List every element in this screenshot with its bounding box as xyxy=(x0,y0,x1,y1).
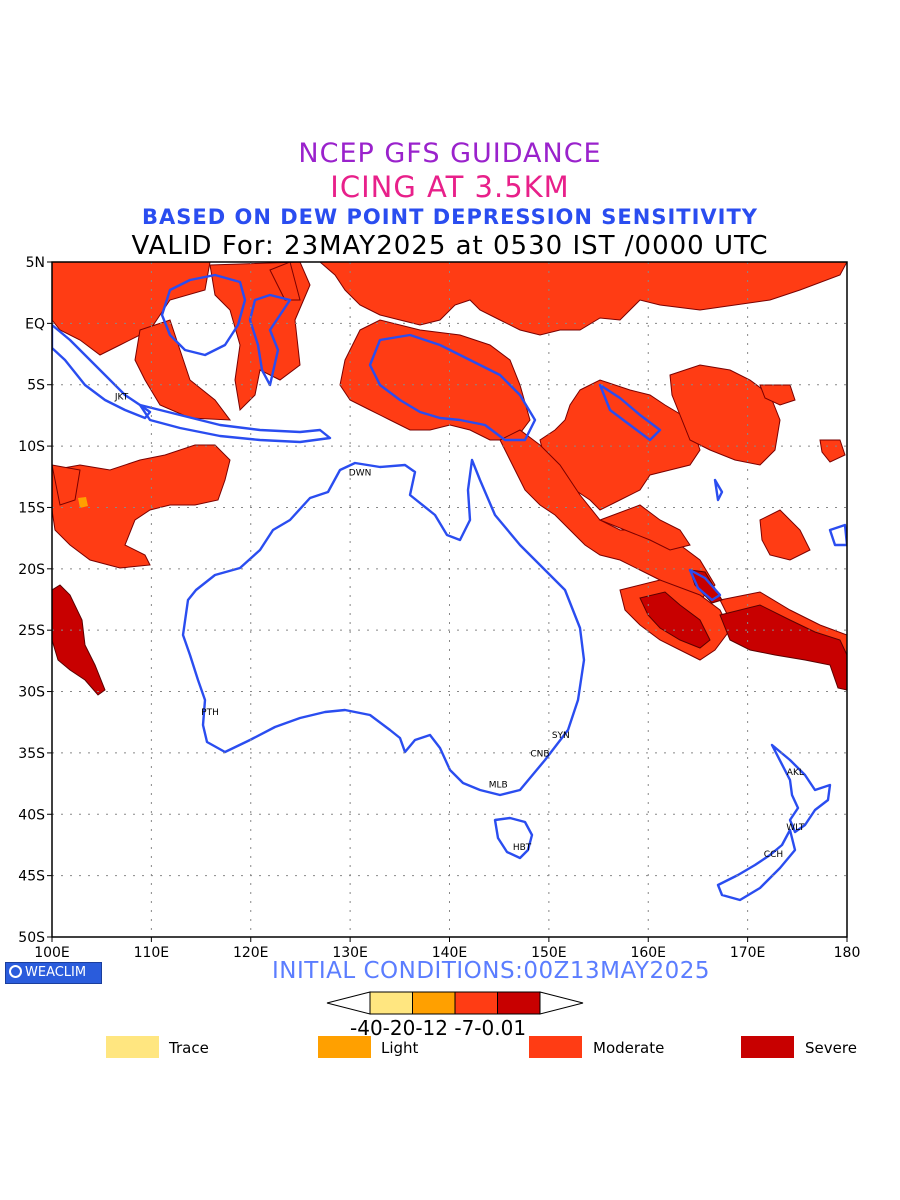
lat-tick-label: 35S xyxy=(18,746,45,762)
station-label-akl: AKL xyxy=(787,768,804,778)
station-label-dwn: DWN xyxy=(349,469,372,479)
station-label-syn: SYN xyxy=(552,731,570,741)
station-label-cnb: CNB xyxy=(530,750,549,760)
colorbar xyxy=(326,991,584,1015)
legend-label-light: Light xyxy=(381,1039,419,1057)
legend-swatch-trace xyxy=(106,1036,159,1058)
title-method: BASED ON DEW POINT DEPRESSION SENSITIVIT… xyxy=(142,205,758,229)
initial-conditions: INITIAL CONDITIONS:00Z13MAY2025 xyxy=(272,958,710,984)
legend-label-severe: Severe xyxy=(805,1039,857,1057)
lon-tick-label: 120E xyxy=(233,945,269,961)
icing-light-areas xyxy=(78,497,88,508)
lon-tick-label: 140E xyxy=(432,945,468,961)
lat-tick-label: 20S xyxy=(18,562,45,578)
lat-tick-label: 45S xyxy=(18,869,45,885)
graticule xyxy=(52,262,847,937)
lat-tick-label: 50S xyxy=(18,930,45,946)
lon-tick-label: 100E xyxy=(34,945,70,961)
title-source: NCEP GFS GUIDANCE xyxy=(298,138,602,169)
legend-label-trace: Trace xyxy=(169,1039,209,1057)
colorbar-segment xyxy=(454,991,498,1015)
icing-severe-areas xyxy=(52,569,847,696)
lon-tick-label: 160E xyxy=(630,945,666,961)
station-label-mlb: MLB xyxy=(489,780,508,790)
legend-swatch-moderate xyxy=(529,1036,582,1058)
lat-tick-label: 30S xyxy=(18,685,45,701)
legend-label-moderate: Moderate xyxy=(593,1039,665,1057)
station-label-pth: PTH xyxy=(201,708,219,718)
lat-tick-label: EQ xyxy=(25,316,45,332)
lat-tick-label: 5S xyxy=(27,378,45,394)
map-axes: 100E 110E 120E 130E 140E 150E 160E 170E 180 5N EQ 5… xyxy=(18,255,860,961)
station-label-jkt: JKT xyxy=(114,392,129,402)
legend-swatch-severe xyxy=(741,1036,794,1058)
colorbar-left-arrow xyxy=(326,991,371,1015)
lat-tick-label: 25S xyxy=(18,623,45,639)
coastlines xyxy=(52,273,847,902)
lon-tick-label: 130E xyxy=(332,945,368,961)
station-label-cch: CCH xyxy=(764,850,783,860)
weaclim-logo: WEACLIM xyxy=(5,962,102,984)
colorbar-segment xyxy=(497,991,541,1015)
station-label-wlt: WLT xyxy=(786,823,805,833)
lat-tick-label: 10S xyxy=(18,439,45,455)
title-valid-time: VALID For: 23MAY2025 at 0530 IST /0000 U… xyxy=(131,231,769,261)
colorbar-segment xyxy=(412,991,456,1015)
colorbar-tick-labels: -40-20-12 -7-0.01 xyxy=(350,1016,527,1040)
title-product: ICING AT 3.5KM xyxy=(330,170,570,204)
lon-tick-label: 110E xyxy=(134,945,170,961)
lon-tick-label: 170E xyxy=(730,945,766,961)
colorbar-right-arrow xyxy=(539,991,584,1015)
lon-tick-label: 180 xyxy=(834,945,861,961)
lat-tick-label: 5N xyxy=(26,255,45,271)
colorbar-segment xyxy=(369,991,413,1015)
lon-tick-label: 150E xyxy=(531,945,567,961)
legend-swatch-light xyxy=(318,1036,371,1058)
lat-tick-label: 40S xyxy=(18,807,45,823)
lat-tick-label: 15S xyxy=(18,500,45,516)
station-label-hbt: HBT xyxy=(513,843,532,853)
logo-c-icon xyxy=(9,965,22,978)
